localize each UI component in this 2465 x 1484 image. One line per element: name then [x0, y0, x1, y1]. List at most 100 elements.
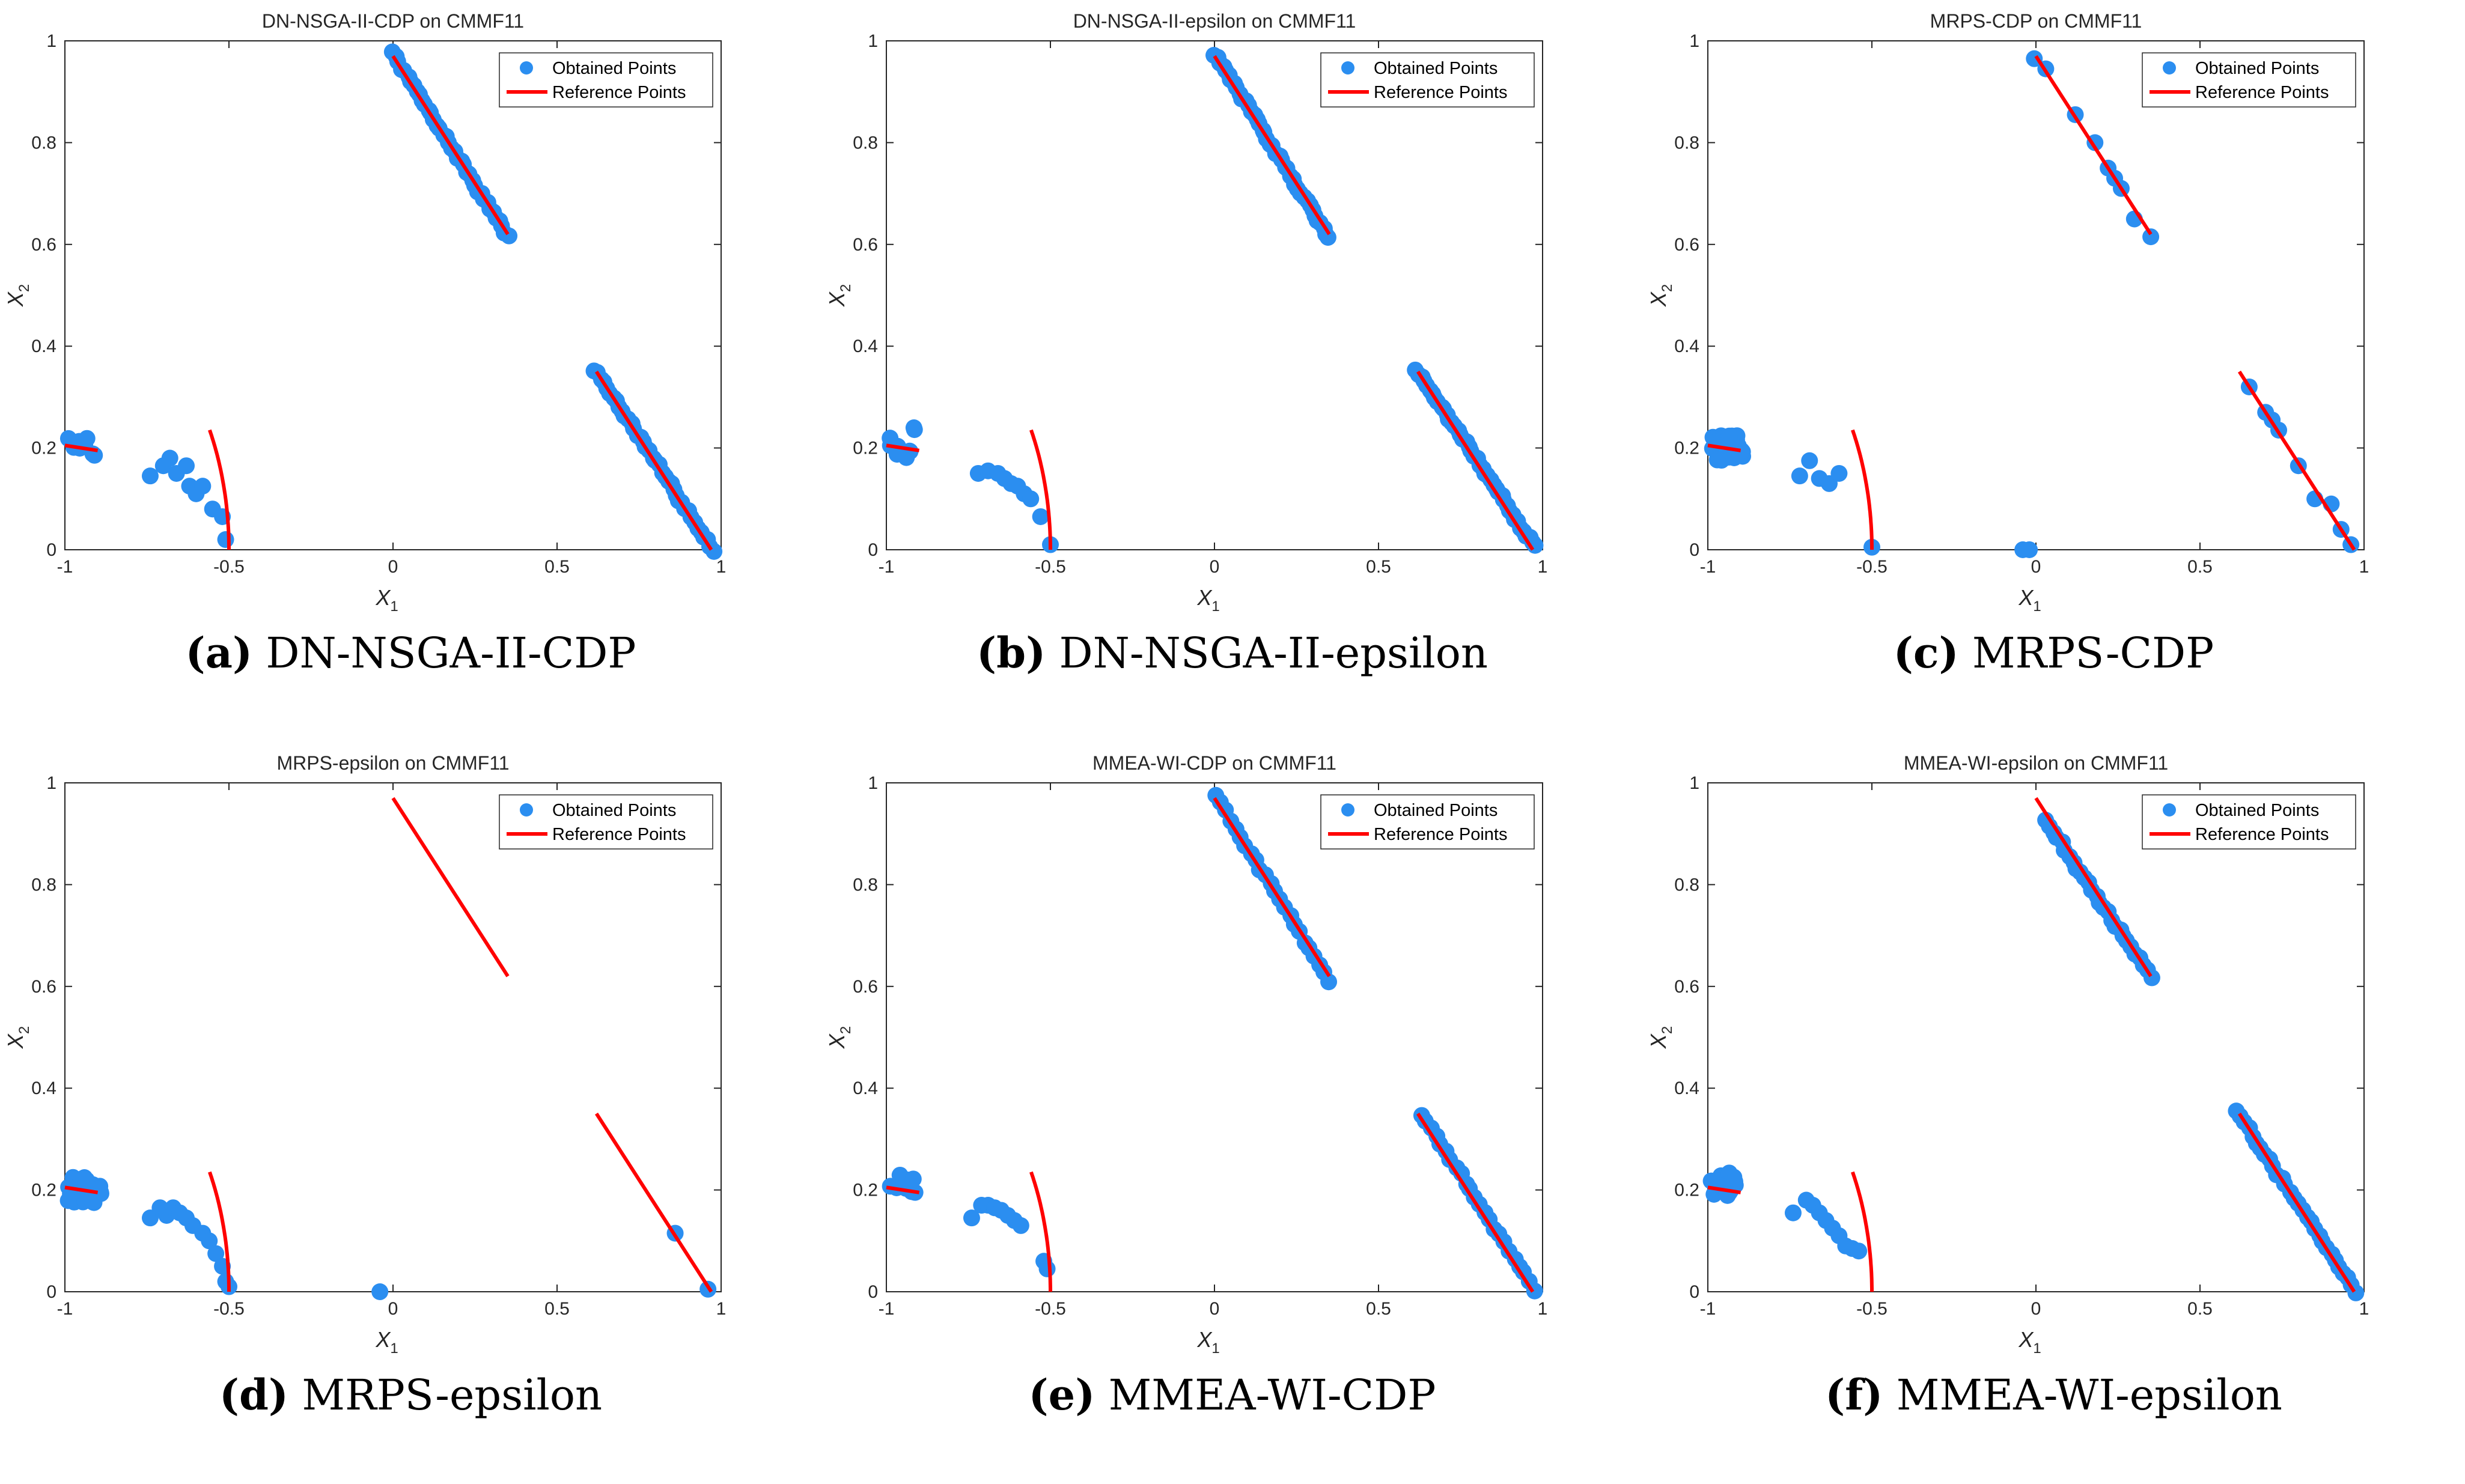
obtained-point [1784, 1204, 1802, 1221]
reference-line [1707, 1185, 1741, 1194]
legend: Obtained Points Reference Points [2142, 52, 2356, 108]
x-axis-label: X1 [1196, 1327, 1219, 1357]
caption-text: DN-NSGA-II-CDP [266, 628, 636, 678]
reference-arc [208, 429, 231, 550]
reference-arc [1029, 1171, 1052, 1292]
x-tick-label: 1 [716, 557, 727, 577]
caption-text: MRPS-epsilon [302, 1370, 603, 1420]
legend-marker-obtained [2163, 61, 2176, 75]
x-axis-label-sub: 1 [390, 598, 398, 615]
x-axis-label: X1 [2018, 1327, 2041, 1357]
x-tick-label: -1 [1700, 1299, 1716, 1319]
y-tick-label: 0.6 [31, 977, 56, 997]
y-tick-label: 0.2 [853, 1181, 878, 1200]
legend-label-obtained: Obtained Points [552, 59, 676, 78]
reference-line [391, 797, 510, 978]
y-tick-label: 0.4 [853, 336, 878, 356]
x-tick-label: -1 [879, 1299, 895, 1319]
y-tick-label: 1 [46, 773, 56, 793]
obtained-point [371, 1283, 389, 1300]
obtained-point [1830, 464, 1848, 482]
x-tick-label: -1 [57, 557, 73, 577]
y-tick-label: 1 [1689, 31, 1699, 51]
obtained-point [1801, 452, 1818, 469]
legend-label-obtained: Obtained Points [2195, 801, 2319, 820]
chart-e: MMEA-WI-CDP on CMMF11 -1 -0.5 0 0.5 1 0 0.2 0.4 0… [824, 752, 1547, 1357]
obtained-point [207, 1245, 225, 1262]
caption-e: (e) MMEA-WI-CDP [821, 1370, 1643, 1420]
panel-e: MMEA-WI-CDP on CMMF11 -1 -0.5 0 0.5 1 0 0.2 0.4 0… [821, 742, 1643, 1484]
y-tick-label: 0.8 [1674, 133, 1699, 153]
obtained-point [78, 1172, 96, 1189]
reference-arc [1851, 1171, 1874, 1292]
reference-arc [1851, 429, 1874, 550]
x-tick-label: 0 [388, 1299, 398, 1319]
y-axis-label-sub: 2 [1659, 1026, 1675, 1034]
chart-title: MRPS-epsilon on CMMF11 [276, 752, 509, 774]
x-tick-label: 0 [2031, 557, 2041, 577]
y-tick-label: 1 [868, 773, 878, 793]
reference-arc [1029, 429, 1052, 550]
y-tick-label: 0.6 [853, 977, 878, 997]
obtained-point [1850, 1242, 1868, 1260]
legend-label-reference: Reference Points [1374, 825, 1507, 844]
y-tick-label: 0.4 [1674, 336, 1699, 356]
y-tick-label: 0.6 [1674, 235, 1699, 255]
obtained-point [1791, 467, 1808, 485]
caption-letter: (d) [219, 1370, 289, 1420]
panel-f: MMEA-WI-epsilon on CMMF11 -1 -0.5 0 0.5 1 0 0.2… [1643, 742, 2464, 1484]
obtained-point [201, 1232, 218, 1250]
caption-d: (d) MRPS-epsilon [0, 1370, 821, 1420]
obtained-point [161, 449, 178, 467]
y-tick-label: 0 [1689, 1282, 1699, 1302]
obtained-point [1719, 1185, 1737, 1202]
legend-label-obtained: Obtained Points [1374, 801, 1498, 820]
legend-label-reference: Reference Points [2195, 83, 2329, 102]
reference-arc [208, 1171, 231, 1292]
y-tick-label: 0.2 [853, 439, 878, 458]
legend-marker-obtained [1341, 803, 1354, 817]
x-axis-label-sub: 1 [1211, 1340, 1219, 1357]
y-tick-label: 0.2 [31, 1181, 56, 1200]
x-tick-label: -0.5 [213, 557, 245, 577]
caption-text: MRPS-CDP [1972, 628, 2214, 678]
y-tick-label: 0.8 [853, 133, 878, 153]
y-tick-label: 1 [46, 31, 56, 51]
x-tick-label: -1 [1700, 557, 1716, 577]
chart-title: DN-NSGA-II-CDP on CMMF11 [262, 10, 524, 32]
legend-label-reference: Reference Points [1374, 83, 1507, 102]
panel-b: DN-NSGA-II-epsilon on CMMF11 -1 -0.5 0 0.5 1 0… [821, 0, 1643, 742]
x-axis-label: X1 [375, 1327, 398, 1357]
caption-text: MMEA-WI-epsilon [1896, 1370, 2282, 1420]
y-axis-label: X2 [824, 284, 854, 307]
panel-d: MRPS-epsilon on CMMF11 -1 -0.5 0 0.5 1 0 0.2 0.4… [0, 742, 821, 1484]
reference-line [886, 443, 920, 452]
x-axis-label-sub: 1 [2033, 1340, 2041, 1357]
x-tick-label: 1 [2359, 557, 2369, 577]
obtained-point [904, 1170, 922, 1188]
obtained-point [178, 457, 195, 475]
x-tick-label: -1 [879, 557, 895, 577]
legend-marker-obtained [520, 803, 533, 817]
legend-marker-obtained [2163, 803, 2176, 817]
reference-line [64, 1185, 99, 1194]
reference-line [1707, 443, 1741, 452]
obtained-point [84, 1193, 101, 1210]
x-tick-label: 0.5 [544, 557, 570, 577]
legend: Obtained Points Reference Points [499, 52, 713, 108]
y-tick-label: 0.8 [31, 875, 56, 895]
caption-a: (a) DN-NSGA-II-CDP [0, 628, 821, 678]
panel-a: DN-NSGA-II-CDP on CMMF11 -1 -0.5 0 0.5 1 0 0.2 0… [0, 0, 821, 742]
caption-c: (c) MRPS-CDP [1643, 628, 2464, 678]
obtained-point [90, 1180, 108, 1197]
reference-line [2034, 797, 2153, 978]
y-axis-label-sub: 2 [838, 1026, 854, 1034]
x-tick-label: 0.5 [1366, 557, 1391, 577]
chart-d: MRPS-epsilon on CMMF11 -1 -0.5 0 0.5 1 0 0.2 0.4… [3, 752, 727, 1357]
legend-marker-obtained [520, 61, 533, 75]
x-tick-label: 1 [1538, 557, 1548, 577]
legend-box [1320, 52, 1535, 108]
x-tick-label: 1 [716, 1299, 727, 1319]
caption-letter: (f) [1825, 1370, 1883, 1420]
legend-box [499, 794, 713, 850]
